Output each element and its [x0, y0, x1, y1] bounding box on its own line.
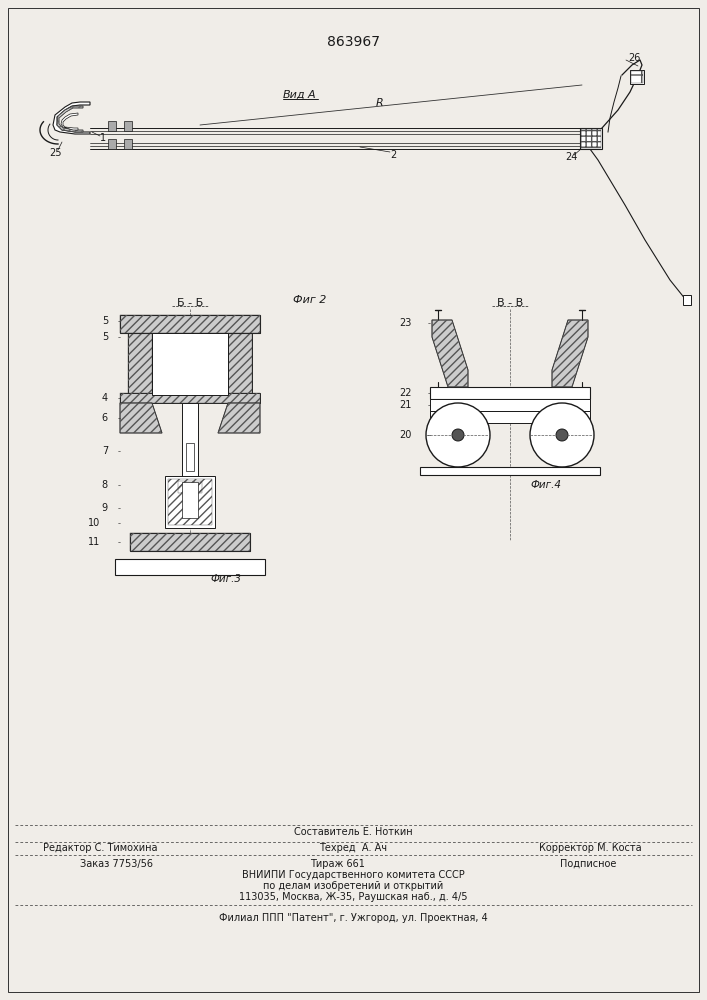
Text: 23: 23	[399, 318, 412, 328]
Bar	[120, 315, 260, 333]
Text: Подписное: Подписное	[560, 859, 617, 869]
Text: 7: 7	[102, 446, 108, 456]
Bar	[130, 533, 250, 551]
Text: 5: 5	[102, 316, 108, 326]
Text: А: А	[308, 90, 315, 100]
Bar	[120, 393, 260, 403]
Text: Заказ 7753/56: Заказ 7753/56	[80, 859, 153, 869]
Text: 25: 25	[49, 148, 62, 158]
Text: Б - Б: Б - Б	[177, 298, 203, 308]
Bar	[168, 479, 212, 525]
Text: 6: 6	[102, 413, 108, 423]
Bar	[130, 533, 250, 551]
Text: Редактор С. Тимохина: Редактор С. Тимохина	[42, 843, 157, 853]
Circle shape	[556, 429, 568, 441]
Bar	[165, 476, 215, 528]
Bar	[128, 333, 152, 403]
Bar	[430, 387, 590, 399]
Text: Составитель Е. Ноткин: Составитель Е. Ноткин	[293, 827, 412, 837]
Text: R: R	[376, 98, 384, 108]
Bar	[228, 333, 252, 403]
Bar	[128, 333, 152, 403]
Text: 20: 20	[399, 430, 412, 440]
Text: 2: 2	[390, 150, 396, 160]
Polygon shape	[53, 102, 90, 134]
Text: 26: 26	[628, 53, 641, 63]
Text: Тираж 661: Тираж 661	[310, 859, 365, 869]
Text: по делам изобретений и открытий: по делам изобретений и открытий	[263, 881, 443, 891]
Bar	[182, 482, 198, 518]
Text: 21: 21	[399, 400, 412, 410]
Bar	[178, 481, 202, 493]
Text: Вид: Вид	[283, 90, 305, 100]
Text: Фиг.3: Фиг.3	[210, 574, 241, 584]
Text: 4: 4	[102, 393, 108, 403]
Polygon shape	[120, 403, 162, 433]
Text: 113035, Москва, Ж-35, Раушская наб., д. 4/5: 113035, Москва, Ж-35, Раушская наб., д. …	[239, 892, 467, 902]
Bar	[178, 481, 202, 493]
Text: 22: 22	[399, 388, 412, 398]
Text: ВНИИПИ Государственного комитета СССР: ВНИИПИ Государственного комитета СССР	[242, 870, 464, 880]
Text: Техред  А. Ач: Техред А. Ач	[319, 843, 387, 853]
Bar	[581, 129, 601, 148]
Text: Корректор М. Коста: Корректор М. Коста	[539, 843, 641, 853]
Bar	[228, 333, 252, 403]
Text: 10: 10	[88, 518, 100, 528]
Circle shape	[452, 429, 464, 441]
Bar	[420, 467, 600, 475]
Circle shape	[426, 403, 490, 467]
Polygon shape	[432, 320, 468, 387]
Bar	[108, 121, 116, 131]
Polygon shape	[218, 403, 260, 433]
Text: 9: 9	[102, 503, 108, 513]
Text: Филиал ППП "Патент", г. Ужгород, ул. Проектная, 4: Филиал ППП "Патент", г. Ужгород, ул. Про…	[218, 913, 487, 923]
Bar	[630, 70, 644, 84]
Bar	[631, 71, 643, 83]
Bar	[182, 403, 198, 483]
Polygon shape	[61, 113, 78, 130]
Bar	[124, 139, 132, 149]
Text: Фиг 2: Фиг 2	[293, 295, 327, 305]
Bar	[120, 393, 260, 403]
Bar	[108, 139, 116, 149]
Text: 5: 5	[102, 332, 108, 342]
Text: 1: 1	[100, 133, 106, 143]
Bar	[683, 295, 691, 305]
Bar	[430, 399, 590, 411]
Bar	[120, 315, 260, 333]
Text: 863967: 863967	[327, 35, 380, 49]
Text: В - В: В - В	[497, 298, 523, 308]
Text: Фиг.4: Фиг.4	[530, 480, 561, 490]
Circle shape	[530, 403, 594, 467]
Bar	[580, 128, 602, 149]
Polygon shape	[57, 106, 83, 132]
Text: 24: 24	[565, 152, 578, 162]
Bar	[152, 333, 228, 395]
Bar	[115, 559, 265, 575]
Bar	[124, 121, 132, 131]
Text: 11: 11	[88, 537, 100, 547]
Text: 8: 8	[102, 480, 108, 490]
Bar	[186, 443, 194, 471]
Bar	[430, 411, 590, 423]
Polygon shape	[552, 320, 588, 387]
